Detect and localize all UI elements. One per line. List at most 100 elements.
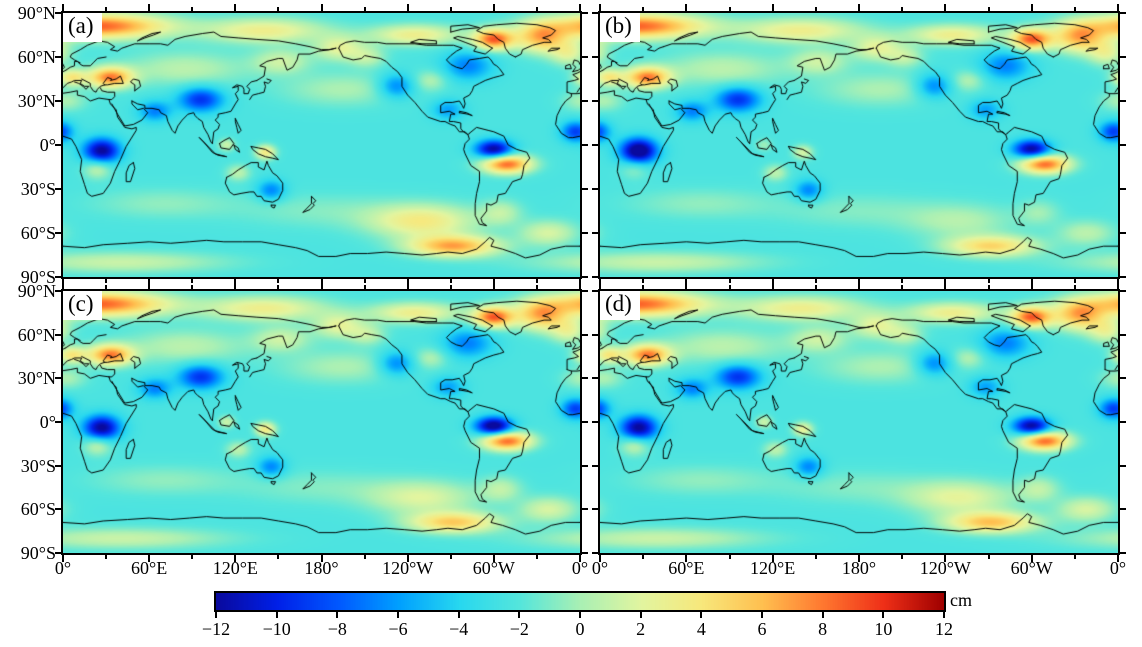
x-tick	[492, 282, 495, 289]
x-tick	[363, 285, 366, 289]
x-tick	[406, 282, 409, 289]
colorbar-tick-label: 6	[757, 619, 767, 639]
x-tick	[406, 555, 409, 562]
x-tick	[728, 555, 731, 559]
y-tick	[1120, 464, 1126, 467]
x-tick	[599, 555, 601, 562]
x-tick	[599, 4, 601, 11]
y-axis-label: 60°N	[17, 324, 56, 345]
x-tick	[1117, 4, 1119, 11]
x-tick	[901, 285, 904, 289]
x-axis-label: 120°W	[382, 558, 434, 578]
y-tick	[55, 552, 61, 554]
x-axis-label: 60°W	[472, 558, 515, 578]
colorbar-tick-label: −2	[509, 619, 529, 639]
x-tick	[449, 285, 452, 289]
x-tick	[105, 279, 108, 283]
x-tick	[987, 285, 990, 289]
y-tick	[592, 377, 598, 380]
y-tick	[55, 100, 61, 102]
x-tick	[191, 7, 194, 11]
y-axis-label: 0°	[39, 135, 56, 155]
x-tick	[685, 4, 688, 11]
colorbar-tick-label: 0	[575, 619, 585, 639]
colorbar-tick-label: 10	[874, 619, 893, 639]
y-tick	[592, 188, 598, 190]
colorbar-tick-label: −6	[388, 619, 408, 639]
y-axis-label: 60°S	[20, 499, 56, 520]
y-tick	[55, 188, 61, 190]
x-tick	[363, 7, 366, 11]
x-tick	[535, 555, 538, 559]
y-tick	[582, 12, 588, 14]
y-axis-label: 0°	[39, 412, 56, 432]
x-tick	[579, 4, 581, 11]
x-tick	[105, 7, 108, 11]
colorbar-tick	[579, 612, 581, 618]
y-tick	[582, 100, 588, 102]
colorbar-tick	[336, 612, 339, 618]
x-tick	[62, 555, 64, 562]
x-axis-label: 60°W	[1010, 558, 1053, 578]
x-tick	[858, 555, 860, 562]
x-tick	[191, 555, 194, 559]
x-axis-label: 0°	[54, 558, 72, 578]
x-tick	[944, 282, 947, 289]
x-tick	[105, 285, 108, 289]
y-tick	[582, 377, 588, 380]
y-tick	[55, 421, 61, 423]
colorbar-unit-label: cm	[950, 590, 972, 610]
y-tick	[582, 421, 588, 423]
x-tick	[148, 4, 151, 11]
x-tick	[363, 279, 366, 283]
y-axis-label: 60°S	[20, 223, 56, 243]
x-axis-label: 120°E	[212, 558, 258, 578]
x-axis-label: 0°	[571, 558, 589, 578]
y-tick	[592, 100, 598, 102]
x-tick	[901, 279, 904, 283]
x-tick	[320, 555, 323, 562]
x-tick	[901, 555, 904, 559]
x-tick	[814, 285, 817, 289]
x-tick	[987, 555, 990, 559]
x-tick	[406, 4, 409, 11]
y-tick	[1120, 188, 1126, 190]
y-axis-label: 30°S	[20, 455, 56, 476]
y-tick	[55, 508, 61, 511]
anomaly-map-canvas-b	[600, 13, 1118, 277]
colorbar-tick	[639, 612, 642, 618]
x-tick	[1030, 4, 1033, 11]
y-axis-label: 90°S	[20, 543, 56, 563]
y-tick	[582, 188, 588, 190]
y-tick	[1120, 12, 1126, 14]
x-tick	[858, 282, 860, 289]
colorbar-tick-label: −8	[327, 619, 347, 639]
x-tick	[492, 4, 495, 11]
y-axis-label: 30°S	[20, 179, 56, 199]
y-tick	[1120, 552, 1126, 554]
map-panel-a: (a)	[61, 11, 582, 279]
y-tick	[55, 290, 61, 292]
x-tick	[191, 279, 194, 283]
anomaly-map-canvas-c	[63, 291, 580, 553]
x-tick	[1073, 285, 1076, 289]
y-axis-label: 90°N	[17, 281, 56, 301]
panel-label-d: (d)	[600, 291, 640, 320]
map-panel-b: (b)	[598, 11, 1120, 279]
y-axis-label: 90°N	[17, 3, 56, 23]
x-tick	[535, 279, 538, 283]
x-tick	[535, 285, 538, 289]
y-tick	[55, 12, 61, 14]
x-tick	[642, 279, 645, 283]
panel-label-c: (c)	[63, 291, 102, 320]
x-tick	[858, 4, 860, 11]
x-tick	[728, 7, 731, 11]
colorbar-tick-label: 12	[935, 619, 953, 639]
x-tick	[728, 279, 731, 283]
x-tick	[234, 4, 237, 11]
y-tick	[592, 333, 598, 336]
x-tick	[642, 555, 645, 559]
y-tick	[582, 232, 588, 234]
map-panel-d: (d)	[598, 289, 1120, 555]
y-tick	[1120, 377, 1126, 380]
